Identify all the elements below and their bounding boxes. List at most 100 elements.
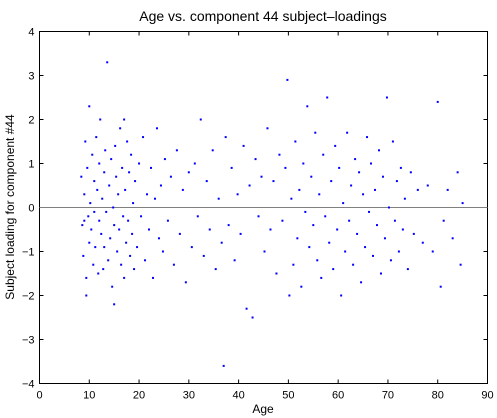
data-point — [286, 78, 289, 81]
data-point — [83, 219, 86, 222]
data-point — [136, 246, 139, 249]
data-point — [175, 149, 178, 152]
data-point — [358, 171, 361, 174]
data-point — [123, 276, 126, 279]
data-point — [426, 184, 429, 187]
data-point — [95, 136, 98, 139]
data-point — [383, 237, 386, 240]
data-point — [193, 162, 196, 165]
data-point — [242, 144, 245, 147]
scatter-points — [80, 61, 464, 367]
data-point — [312, 224, 315, 227]
data-point — [436, 100, 439, 103]
data-point — [294, 140, 297, 143]
data-point — [320, 276, 323, 279]
data-point — [126, 140, 129, 143]
data-point — [81, 224, 84, 227]
data-point — [159, 184, 162, 187]
data-point — [202, 254, 205, 257]
data-point — [399, 166, 402, 169]
data-point — [100, 232, 103, 235]
data-point — [121, 166, 124, 169]
data-point — [119, 127, 122, 130]
data-point — [324, 215, 327, 218]
data-point — [104, 149, 107, 152]
data-point — [133, 268, 136, 271]
data-point — [393, 219, 396, 222]
data-point — [338, 166, 341, 169]
x-tick-label: 50 — [282, 390, 294, 402]
data-point — [187, 171, 190, 174]
data-point — [153, 197, 156, 200]
data-point — [208, 228, 211, 231]
data-point — [416, 188, 419, 191]
data-point — [108, 184, 111, 187]
data-point — [227, 224, 230, 227]
data-point — [134, 180, 137, 183]
data-point — [107, 259, 110, 262]
data-point — [110, 158, 113, 161]
data-point — [178, 232, 181, 235]
data-point — [131, 232, 134, 235]
data-point — [130, 153, 133, 156]
data-point — [326, 96, 329, 99]
x-tick-label: 80 — [432, 390, 444, 402]
data-point — [101, 197, 104, 200]
data-point — [389, 259, 392, 262]
data-point — [122, 215, 125, 218]
y-tick-label: −2 — [22, 291, 35, 303]
data-point — [372, 254, 375, 257]
data-point — [98, 162, 101, 165]
data-point — [377, 149, 380, 152]
data-point — [113, 303, 116, 306]
data-point — [385, 96, 388, 99]
data-point — [334, 144, 337, 147]
data-point — [214, 268, 217, 271]
x-tick-label: 30 — [183, 390, 195, 402]
x-tick-label: 20 — [133, 390, 145, 402]
data-point — [111, 285, 114, 288]
data-point — [362, 193, 365, 196]
y-tick-label: −1 — [22, 247, 35, 259]
data-point — [260, 175, 263, 178]
data-point — [318, 193, 321, 196]
data-point — [211, 149, 214, 152]
data-point — [129, 254, 132, 257]
data-point — [84, 140, 87, 143]
data-point — [296, 237, 299, 240]
data-point — [102, 268, 105, 271]
data-point — [236, 193, 239, 196]
data-point — [272, 180, 275, 183]
data-point — [105, 210, 108, 213]
data-point — [366, 136, 369, 139]
data-point — [336, 228, 339, 231]
data-point — [82, 254, 85, 257]
data-point — [409, 171, 412, 174]
data-point — [352, 263, 355, 266]
data-point — [125, 241, 128, 244]
data-point — [348, 219, 351, 222]
data-point — [169, 175, 172, 178]
y-axis-label: Subject loading for component #44 — [3, 114, 17, 300]
data-point — [451, 237, 454, 240]
data-point — [93, 210, 96, 213]
data-point — [87, 215, 90, 218]
data-point — [103, 246, 106, 249]
data-point — [205, 180, 208, 183]
data-point — [190, 246, 193, 249]
data-point — [370, 162, 373, 165]
data-point — [263, 250, 266, 253]
data-point — [157, 237, 160, 240]
data-point — [127, 219, 130, 222]
data-point — [439, 285, 442, 288]
data-point — [245, 307, 248, 310]
x-tick-label: 10 — [83, 390, 95, 402]
data-point — [124, 188, 127, 191]
x-tick-label: 90 — [481, 390, 493, 402]
x-tick-label: 0 — [36, 390, 42, 402]
data-point — [356, 232, 359, 235]
data-point — [142, 136, 145, 139]
y-tick-label: −4 — [22, 379, 35, 391]
data-point — [387, 206, 390, 209]
data-point — [114, 144, 117, 147]
